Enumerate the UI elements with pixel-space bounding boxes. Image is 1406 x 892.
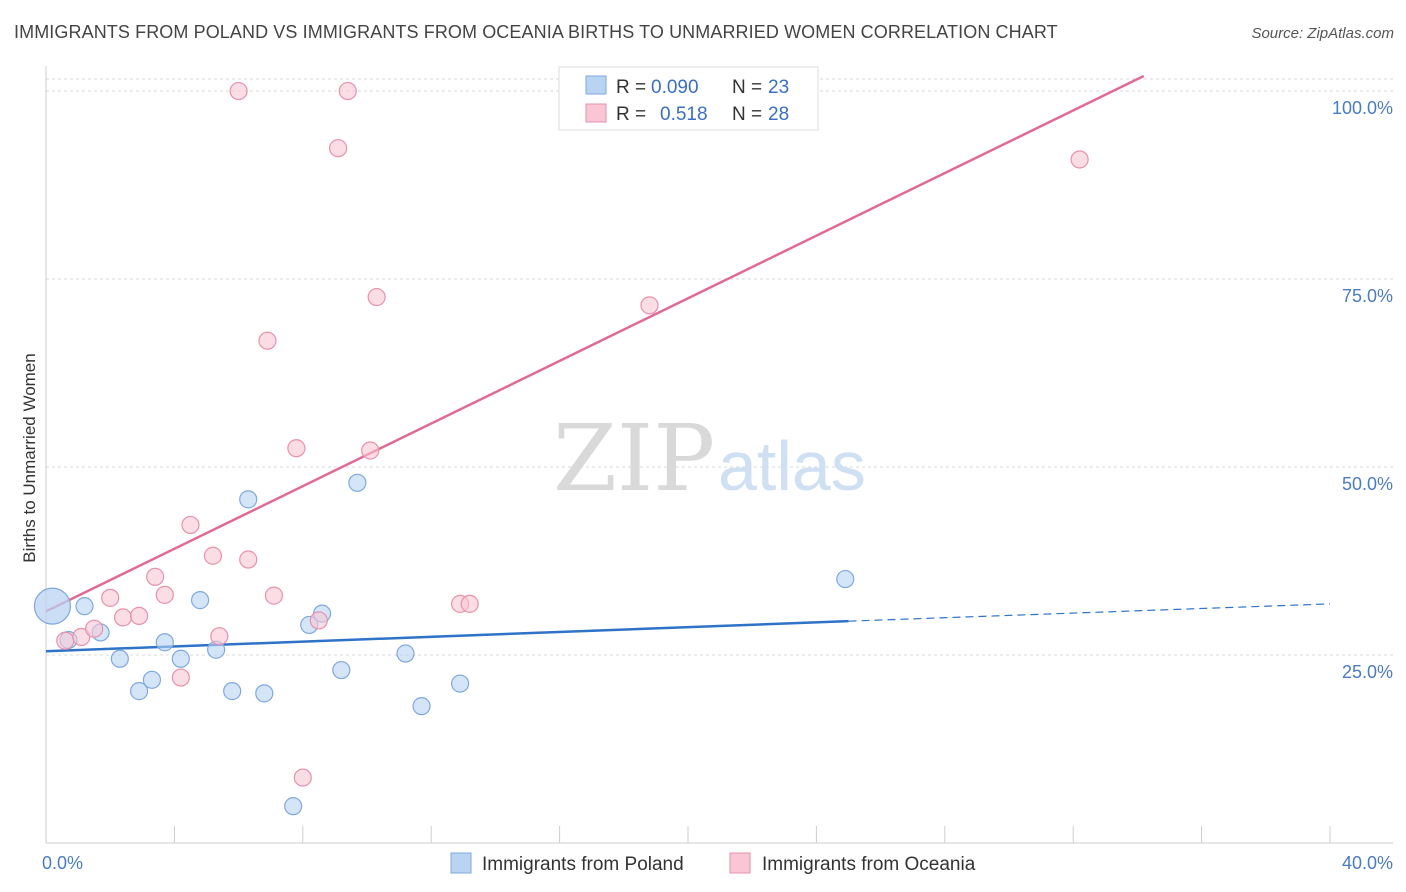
x-tick-label-min: 0.0% xyxy=(42,853,83,873)
y-tick-label-75: 75.0% xyxy=(1342,286,1393,306)
y-tick-label-25: 25.0% xyxy=(1342,662,1393,682)
trend-lines xyxy=(45,74,1331,653)
bottom-legend-swatch-poland xyxy=(450,852,472,874)
data-point-poland-20 xyxy=(412,697,431,716)
bottom-legend-label-oceania: Immigrants from Oceania xyxy=(762,854,976,875)
y-tick-labels: 25.0% 50.0% 75.0% 100.0% xyxy=(1332,98,1393,682)
y-tick-label-50: 50.0% xyxy=(1342,474,1393,494)
data-point-oceania-4 xyxy=(113,608,133,627)
data-point-oceania-12 xyxy=(229,81,248,101)
watermark-zip: ZIP xyxy=(553,405,715,512)
bottom-legend-swatch-oceania xyxy=(729,852,751,874)
y-axis-label: Births to Unmarried Women xyxy=(20,353,39,562)
legend-r-label-poland: R = xyxy=(616,77,646,98)
legend-n-label-poland: N = xyxy=(732,77,762,98)
chart-title: IMMIGRANTS FROM POLAND VS IMMIGRANTS FRO… xyxy=(14,22,1058,42)
data-point-oceania-1 xyxy=(72,627,91,647)
axes xyxy=(45,66,1393,844)
data-point-oceania-15 xyxy=(264,586,284,605)
data-point-poland-22 xyxy=(836,569,855,589)
legend-swatch-poland xyxy=(585,75,607,95)
data-point-poland-17 xyxy=(332,660,351,680)
data-point-oceania-0 xyxy=(56,631,75,650)
data-point-poland-18 xyxy=(348,473,367,492)
data-point-poland-5 xyxy=(129,682,149,701)
data-point-poland-21 xyxy=(450,674,470,693)
trend-line-poland xyxy=(45,619,849,653)
data-point-poland-8 xyxy=(171,649,190,668)
data-point-oceania-22 xyxy=(367,287,386,307)
watermark: ZIP atlas xyxy=(553,405,866,512)
data-point-oceania-7 xyxy=(155,585,174,604)
data-point-oceania-18 xyxy=(309,611,328,630)
data-point-oceania-5 xyxy=(129,606,149,626)
x-tick-label-max: 40.0% xyxy=(1342,853,1393,873)
trend-line-oceania xyxy=(45,74,1145,613)
y-tick-label-100: 100.0% xyxy=(1332,98,1393,118)
data-point-oceania-6 xyxy=(146,567,165,586)
data-point-oceania-14 xyxy=(258,331,277,350)
data-point-oceania-26 xyxy=(1070,150,1089,169)
data-point-poland-14 xyxy=(284,797,303,816)
data-point-oceania-11 xyxy=(210,627,229,646)
data-point-oceania-8 xyxy=(171,668,190,687)
data-point-poland-11 xyxy=(223,682,242,701)
data-point-oceania-13 xyxy=(239,550,258,569)
legend-box: R = 0.090 N = 23 R = 0.518 N = 28 xyxy=(558,66,819,131)
data-point-poland-0 xyxy=(33,587,72,625)
watermark-atlas: atlas xyxy=(718,427,866,505)
data-point-oceania-10 xyxy=(203,546,223,565)
legend-r-label-oceania: R = xyxy=(616,104,646,125)
data-point-oceania-3 xyxy=(101,588,120,607)
data-point-poland-9 xyxy=(190,591,210,610)
trend-line-poland-extension xyxy=(848,603,1331,622)
legend-n-value-poland: 23 xyxy=(768,77,789,98)
data-point-poland-12 xyxy=(239,490,258,509)
data-point-poland-7 xyxy=(155,633,174,652)
data-point-oceania-2 xyxy=(85,619,104,638)
data-points xyxy=(33,81,1089,816)
bottom-legend: Immigrants from Poland Immigrants from O… xyxy=(450,852,976,875)
data-point-poland-2 xyxy=(75,597,94,616)
data-point-oceania-20 xyxy=(338,81,357,101)
data-point-oceania-25 xyxy=(640,296,659,315)
data-point-oceania-16 xyxy=(287,439,306,458)
data-point-oceania-21 xyxy=(361,441,380,460)
legend-r-value-oceania: 0.518 xyxy=(660,104,708,125)
data-point-poland-4 xyxy=(110,649,129,668)
legend-n-value-oceania: 28 xyxy=(768,104,789,125)
data-point-oceania-19 xyxy=(329,139,348,158)
bottom-legend-label-poland: Immigrants from Poland xyxy=(482,854,684,875)
data-point-poland-6 xyxy=(142,670,162,689)
legend-swatch-oceania xyxy=(585,103,607,123)
data-point-poland-19 xyxy=(396,644,415,663)
legend-n-label-oceania: N = xyxy=(732,104,762,125)
data-point-oceania-17 xyxy=(293,768,312,787)
legend-r-value-poland: 0.090 xyxy=(651,77,699,98)
data-point-oceania-9 xyxy=(181,515,200,535)
data-point-oceania-24 xyxy=(460,594,479,613)
source-label: Source: ZipAtlas.com xyxy=(1251,25,1394,42)
data-point-poland-13 xyxy=(255,684,274,703)
